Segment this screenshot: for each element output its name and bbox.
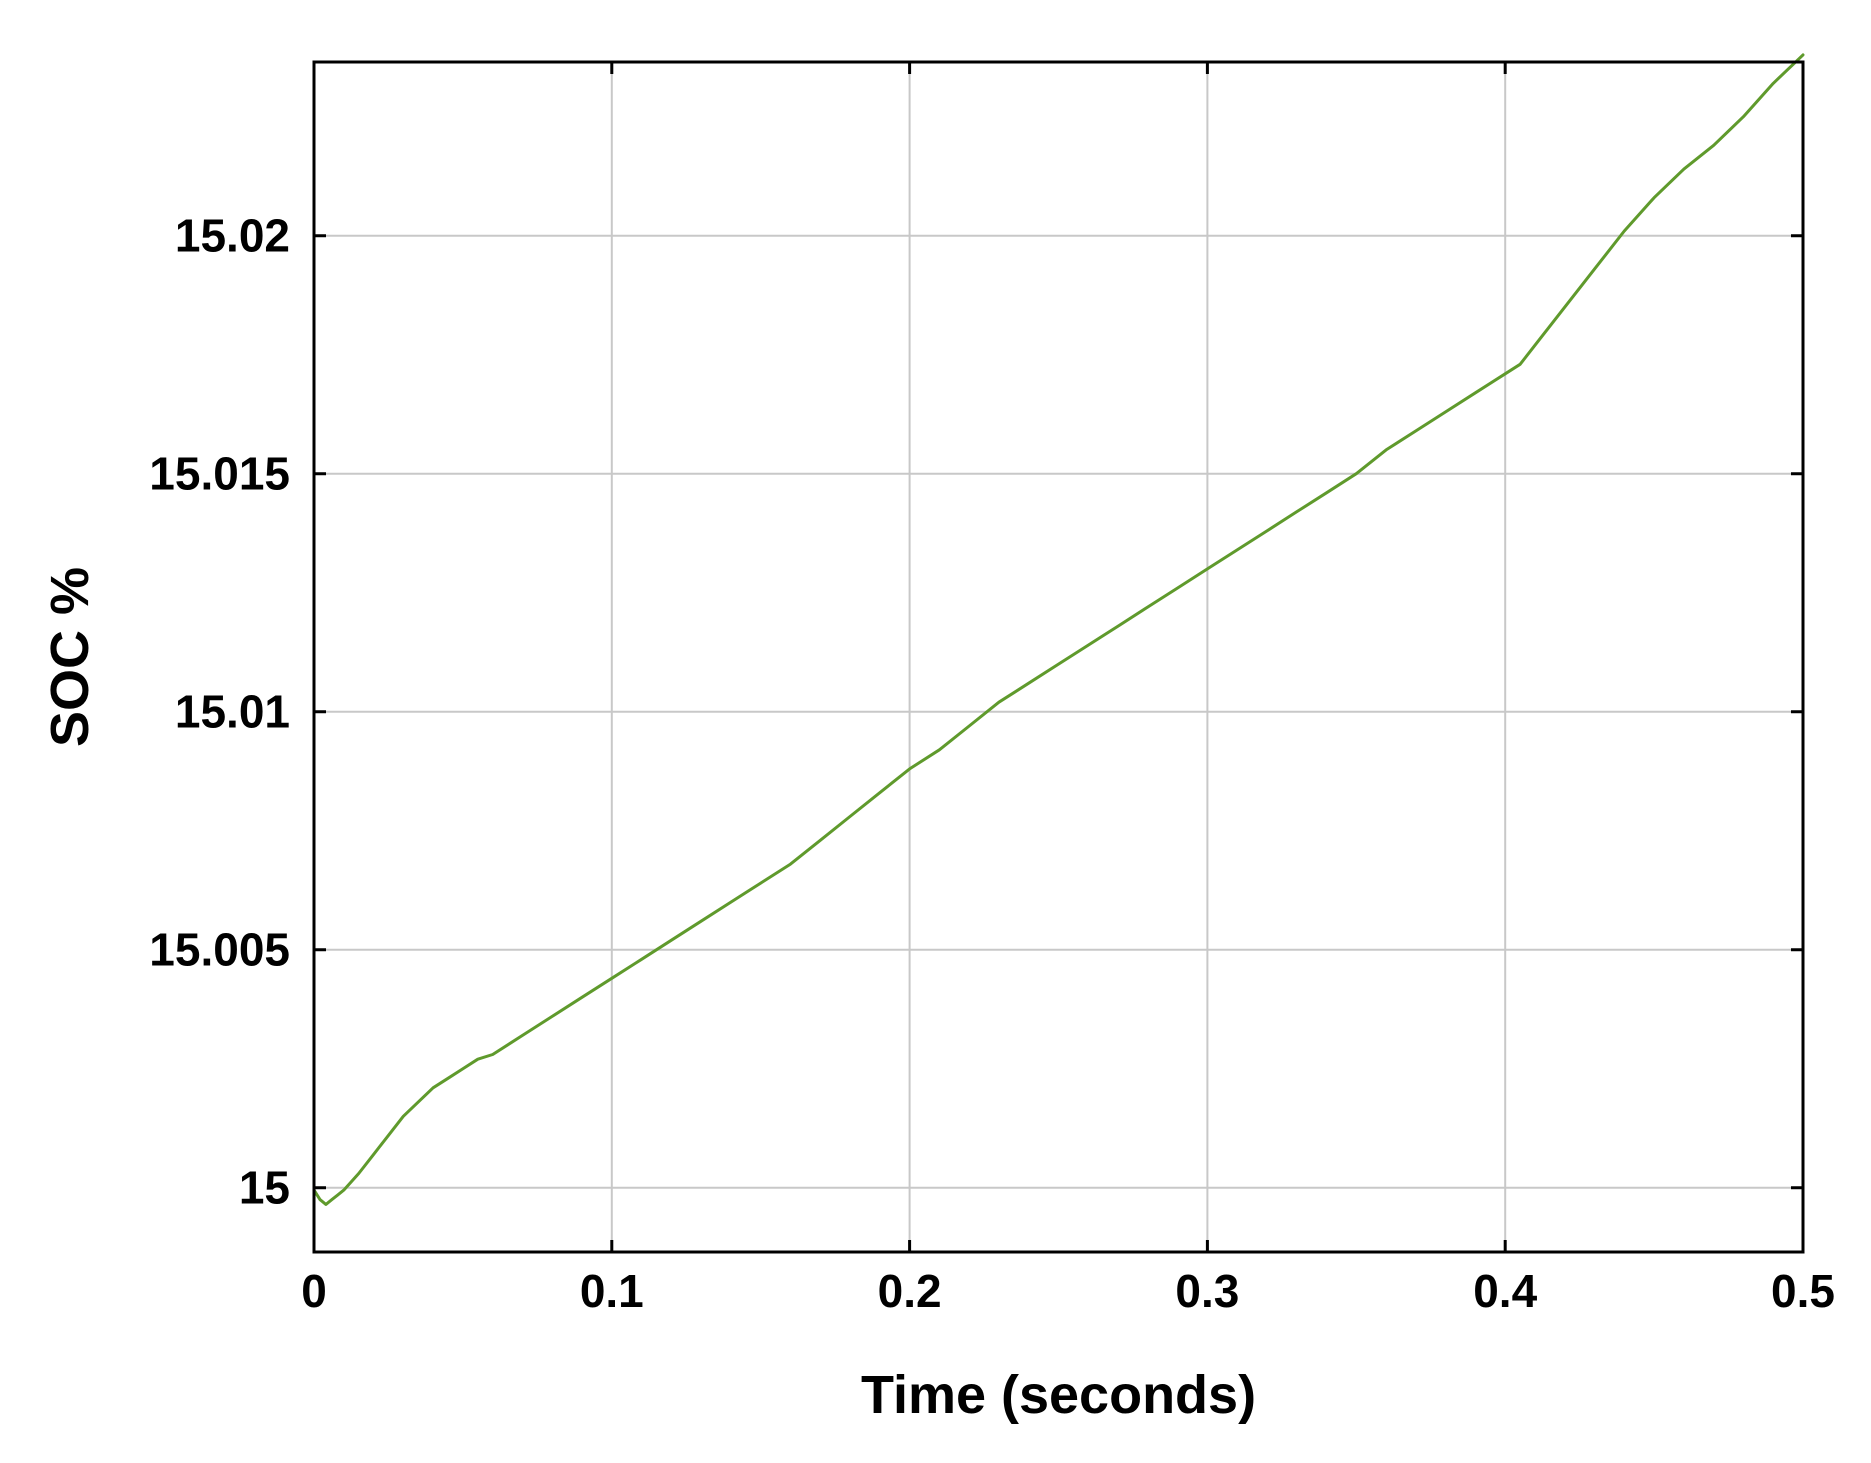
x-tick-label: 0.1	[580, 1265, 644, 1317]
plot-frame	[312, 60, 1805, 1254]
y-tick-label: 15.005	[149, 924, 290, 976]
y-tick-labels: 15 15.005 15.01 15.015 15.02	[149, 210, 290, 1214]
y-axis-label: SOC %	[40, 567, 100, 747]
plot-series	[312, 53, 1805, 1206]
grid-lines	[314, 62, 1803, 1252]
y-tick-label: 15.015	[149, 448, 290, 500]
soc-series-line	[312, 53, 1805, 1206]
x-tick-label: 0	[301, 1265, 327, 1317]
y-tick-label: 15	[239, 1162, 290, 1214]
x-tick-label: 0.4	[1473, 1265, 1537, 1317]
x-axis-label: Time (seconds)	[861, 1365, 1256, 1425]
x-tick-label: 0.5	[1771, 1265, 1835, 1317]
y-tick-label: 15.02	[175, 210, 290, 262]
y-tick-label: 15.01	[175, 686, 290, 738]
x-tick-label: 0.2	[878, 1265, 942, 1317]
x-tick-labels: 0 0.1 0.2 0.3 0.4 0.5	[301, 1265, 1835, 1317]
x-tick-label: 0.3	[1175, 1265, 1239, 1317]
